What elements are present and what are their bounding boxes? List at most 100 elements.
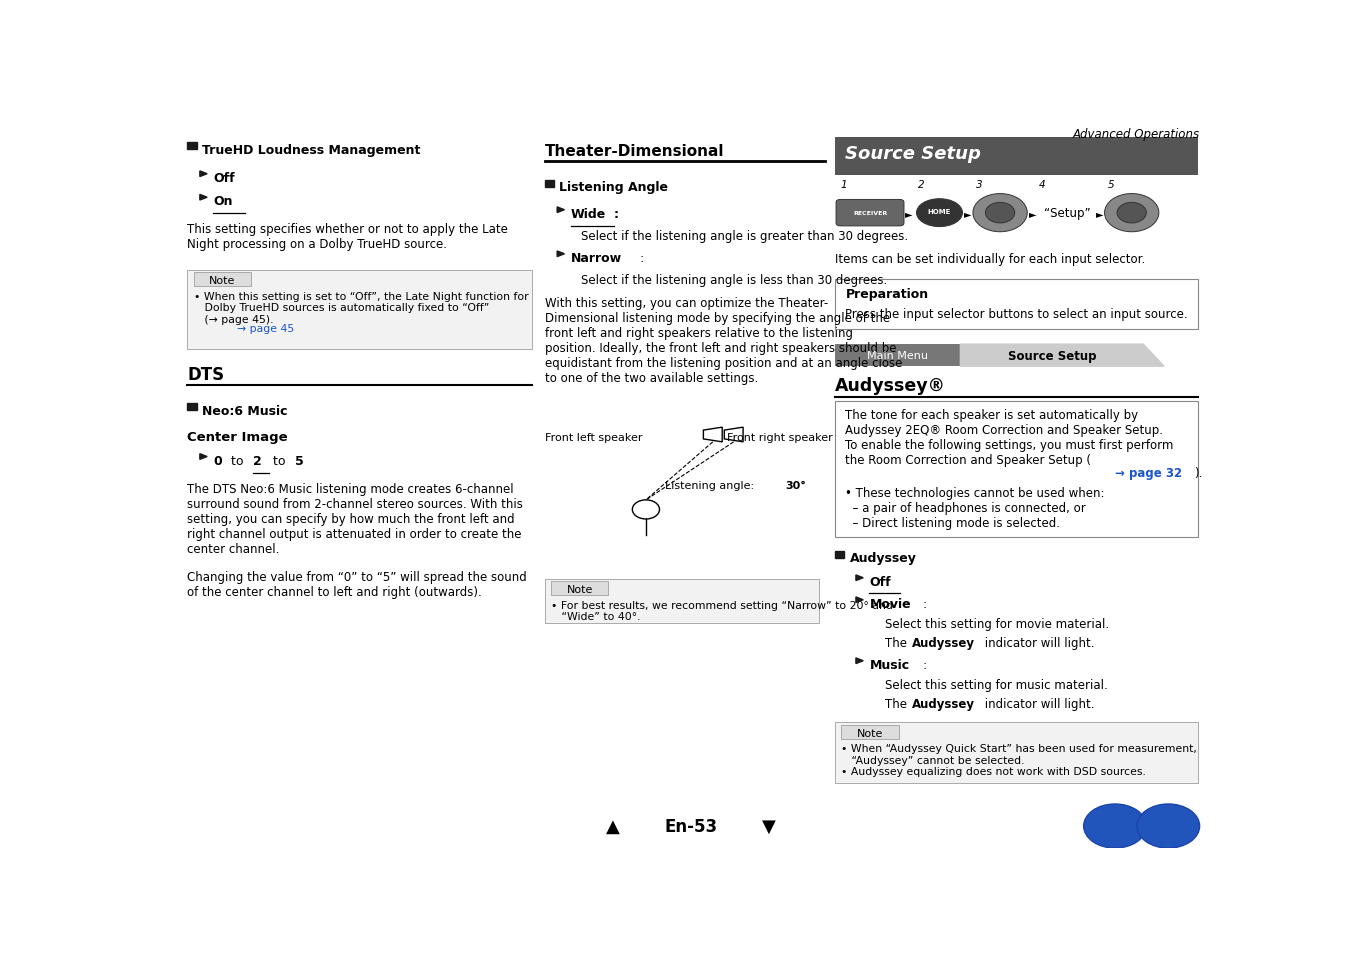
Text: Neo:6 Music: Neo:6 Music — [202, 404, 287, 417]
Bar — [551, 581, 608, 596]
Text: 5: 5 — [1108, 180, 1115, 190]
Text: ).: ). — [1194, 467, 1202, 479]
Ellipse shape — [1104, 194, 1159, 233]
Text: indicator will light.: indicator will light. — [981, 697, 1095, 710]
Text: 30°: 30° — [785, 480, 806, 491]
Text: ►: ► — [1096, 209, 1103, 218]
Polygon shape — [200, 195, 208, 201]
Text: Select this setting for music material.: Select this setting for music material. — [886, 679, 1108, 692]
Text: • These technologies cannot be used when:
  – a pair of headphones is connected,: • These technologies cannot be used when… — [845, 486, 1105, 529]
Text: Preparation: Preparation — [845, 288, 929, 300]
Bar — [834, 552, 844, 558]
Polygon shape — [856, 576, 863, 581]
Polygon shape — [856, 598, 863, 603]
Text: • When this setting is set to “Off”, the Late Night function for
   Dolby TrueHD: • When this setting is set to “Off”, the… — [194, 292, 528, 324]
Text: Listening Angle: Listening Angle — [559, 181, 669, 194]
Text: Wide: Wide — [570, 208, 607, 220]
Text: Audyssey: Audyssey — [913, 636, 976, 649]
Bar — [187, 271, 532, 350]
Text: to: to — [268, 455, 290, 467]
Text: Note: Note — [566, 585, 593, 595]
Text: Movie: Movie — [869, 598, 911, 610]
Text: This setting specifies whether or not to apply the Late
Night processing on a Do: This setting specifies whether or not to… — [187, 223, 508, 251]
Text: Source Setup: Source Setup — [1007, 350, 1096, 362]
Text: 2: 2 — [918, 180, 925, 190]
Ellipse shape — [917, 199, 962, 228]
Text: ►: ► — [1029, 209, 1037, 218]
Text: DTS: DTS — [187, 366, 224, 384]
Bar — [834, 138, 1197, 176]
Text: Off: Off — [213, 172, 235, 185]
Text: Audyssey: Audyssey — [913, 697, 976, 710]
Text: 2: 2 — [253, 455, 262, 467]
Text: Select if the listening angle is greater than 30 degrees.: Select if the listening angle is greater… — [581, 230, 909, 243]
Text: Center Image: Center Image — [187, 431, 288, 443]
Ellipse shape — [1117, 203, 1146, 224]
Text: Select if the listening angle is less than 30 degrees.: Select if the listening angle is less th… — [581, 274, 887, 287]
Bar — [545, 579, 820, 623]
Bar — [834, 401, 1197, 537]
Text: Note: Note — [857, 728, 883, 738]
Text: “Setup”: “Setup” — [1043, 207, 1091, 220]
Text: → page 45: → page 45 — [237, 323, 295, 334]
Text: :: : — [923, 659, 927, 671]
FancyBboxPatch shape — [836, 200, 905, 227]
Bar — [834, 722, 1197, 782]
Text: to: to — [226, 455, 248, 467]
Text: RECEIVER: RECEIVER — [853, 211, 887, 216]
Text: 5: 5 — [295, 455, 303, 467]
Text: The: The — [886, 697, 911, 710]
Text: Source Setup: Source Setup — [845, 145, 981, 162]
Text: :: : — [640, 252, 644, 265]
Text: Theater-Dimensional: Theater-Dimensional — [545, 144, 724, 159]
Text: Front right speaker: Front right speaker — [728, 433, 833, 443]
Ellipse shape — [985, 203, 1015, 224]
Text: :: : — [613, 208, 619, 220]
Text: Front left speaker: Front left speaker — [545, 433, 642, 443]
Text: ▲: ▲ — [605, 817, 620, 835]
Text: TrueHD Loudness Management: TrueHD Loudness Management — [202, 144, 421, 156]
Text: 1: 1 — [840, 180, 847, 190]
Text: ⌂: ⌂ — [1162, 816, 1174, 835]
Text: Listening angle:: Listening angle: — [665, 480, 758, 491]
Bar — [194, 273, 251, 287]
Text: The tone for each speaker is set automatically by
Audyssey 2EQ® Room Correction : The tone for each speaker is set automat… — [845, 409, 1174, 467]
Bar — [834, 345, 960, 367]
Text: Main Menu: Main Menu — [867, 351, 929, 361]
Text: Music: Music — [869, 659, 910, 671]
Text: • For best results, we recommend setting “Narrow” to 20° and
   “Wide” to 40°.: • For best results, we recommend setting… — [551, 600, 892, 621]
Polygon shape — [200, 455, 208, 460]
Text: :: : — [923, 598, 927, 610]
Text: Off: Off — [869, 576, 891, 588]
Text: Audyssey: Audyssey — [849, 552, 917, 565]
Ellipse shape — [973, 194, 1027, 233]
Text: • When “Audyssey Quick Start” has been used for measurement,
   “Audyssey” canno: • When “Audyssey Quick Start” has been u… — [841, 743, 1197, 777]
Text: With this setting, you can optimize the Theater-
Dimensional listening mode by s: With this setting, you can optimize the … — [545, 297, 902, 385]
Text: indicator will light.: indicator will light. — [981, 636, 1095, 649]
Text: ↶: ↶ — [1107, 815, 1124, 835]
Text: → page 32: → page 32 — [1115, 467, 1182, 479]
Text: On: On — [213, 195, 233, 208]
Polygon shape — [557, 208, 565, 213]
Polygon shape — [200, 172, 208, 177]
Text: Advanced Operations: Advanced Operations — [1073, 128, 1200, 140]
Text: The DTS Neo:6 Music listening mode creates 6-channel
surround sound from 2-chann: The DTS Neo:6 Music listening mode creat… — [187, 482, 523, 555]
Text: Narrow: Narrow — [570, 252, 621, 265]
Text: ▼: ▼ — [762, 817, 776, 835]
Text: ►: ► — [964, 209, 972, 218]
Text: Changing the value from “0” to “5” will spread the sound
of the center channel t: Changing the value from “0” to “5” will … — [187, 570, 527, 598]
Circle shape — [1136, 804, 1200, 848]
Bar — [834, 280, 1197, 330]
Text: Select this setting for movie material.: Select this setting for movie material. — [886, 618, 1109, 631]
Text: Press the input selector buttons to select an input source.: Press the input selector buttons to sele… — [845, 308, 1188, 321]
Polygon shape — [856, 659, 863, 664]
Bar — [187, 404, 197, 411]
Text: The: The — [886, 636, 911, 649]
Polygon shape — [557, 252, 565, 257]
Text: ►: ► — [906, 209, 913, 218]
Bar — [841, 725, 899, 739]
Text: Items can be set individually for each input selector.: Items can be set individually for each i… — [834, 253, 1146, 265]
Text: Audyssey®: Audyssey® — [834, 377, 946, 395]
Text: 4: 4 — [1039, 180, 1045, 190]
Text: En-53: En-53 — [665, 817, 717, 835]
